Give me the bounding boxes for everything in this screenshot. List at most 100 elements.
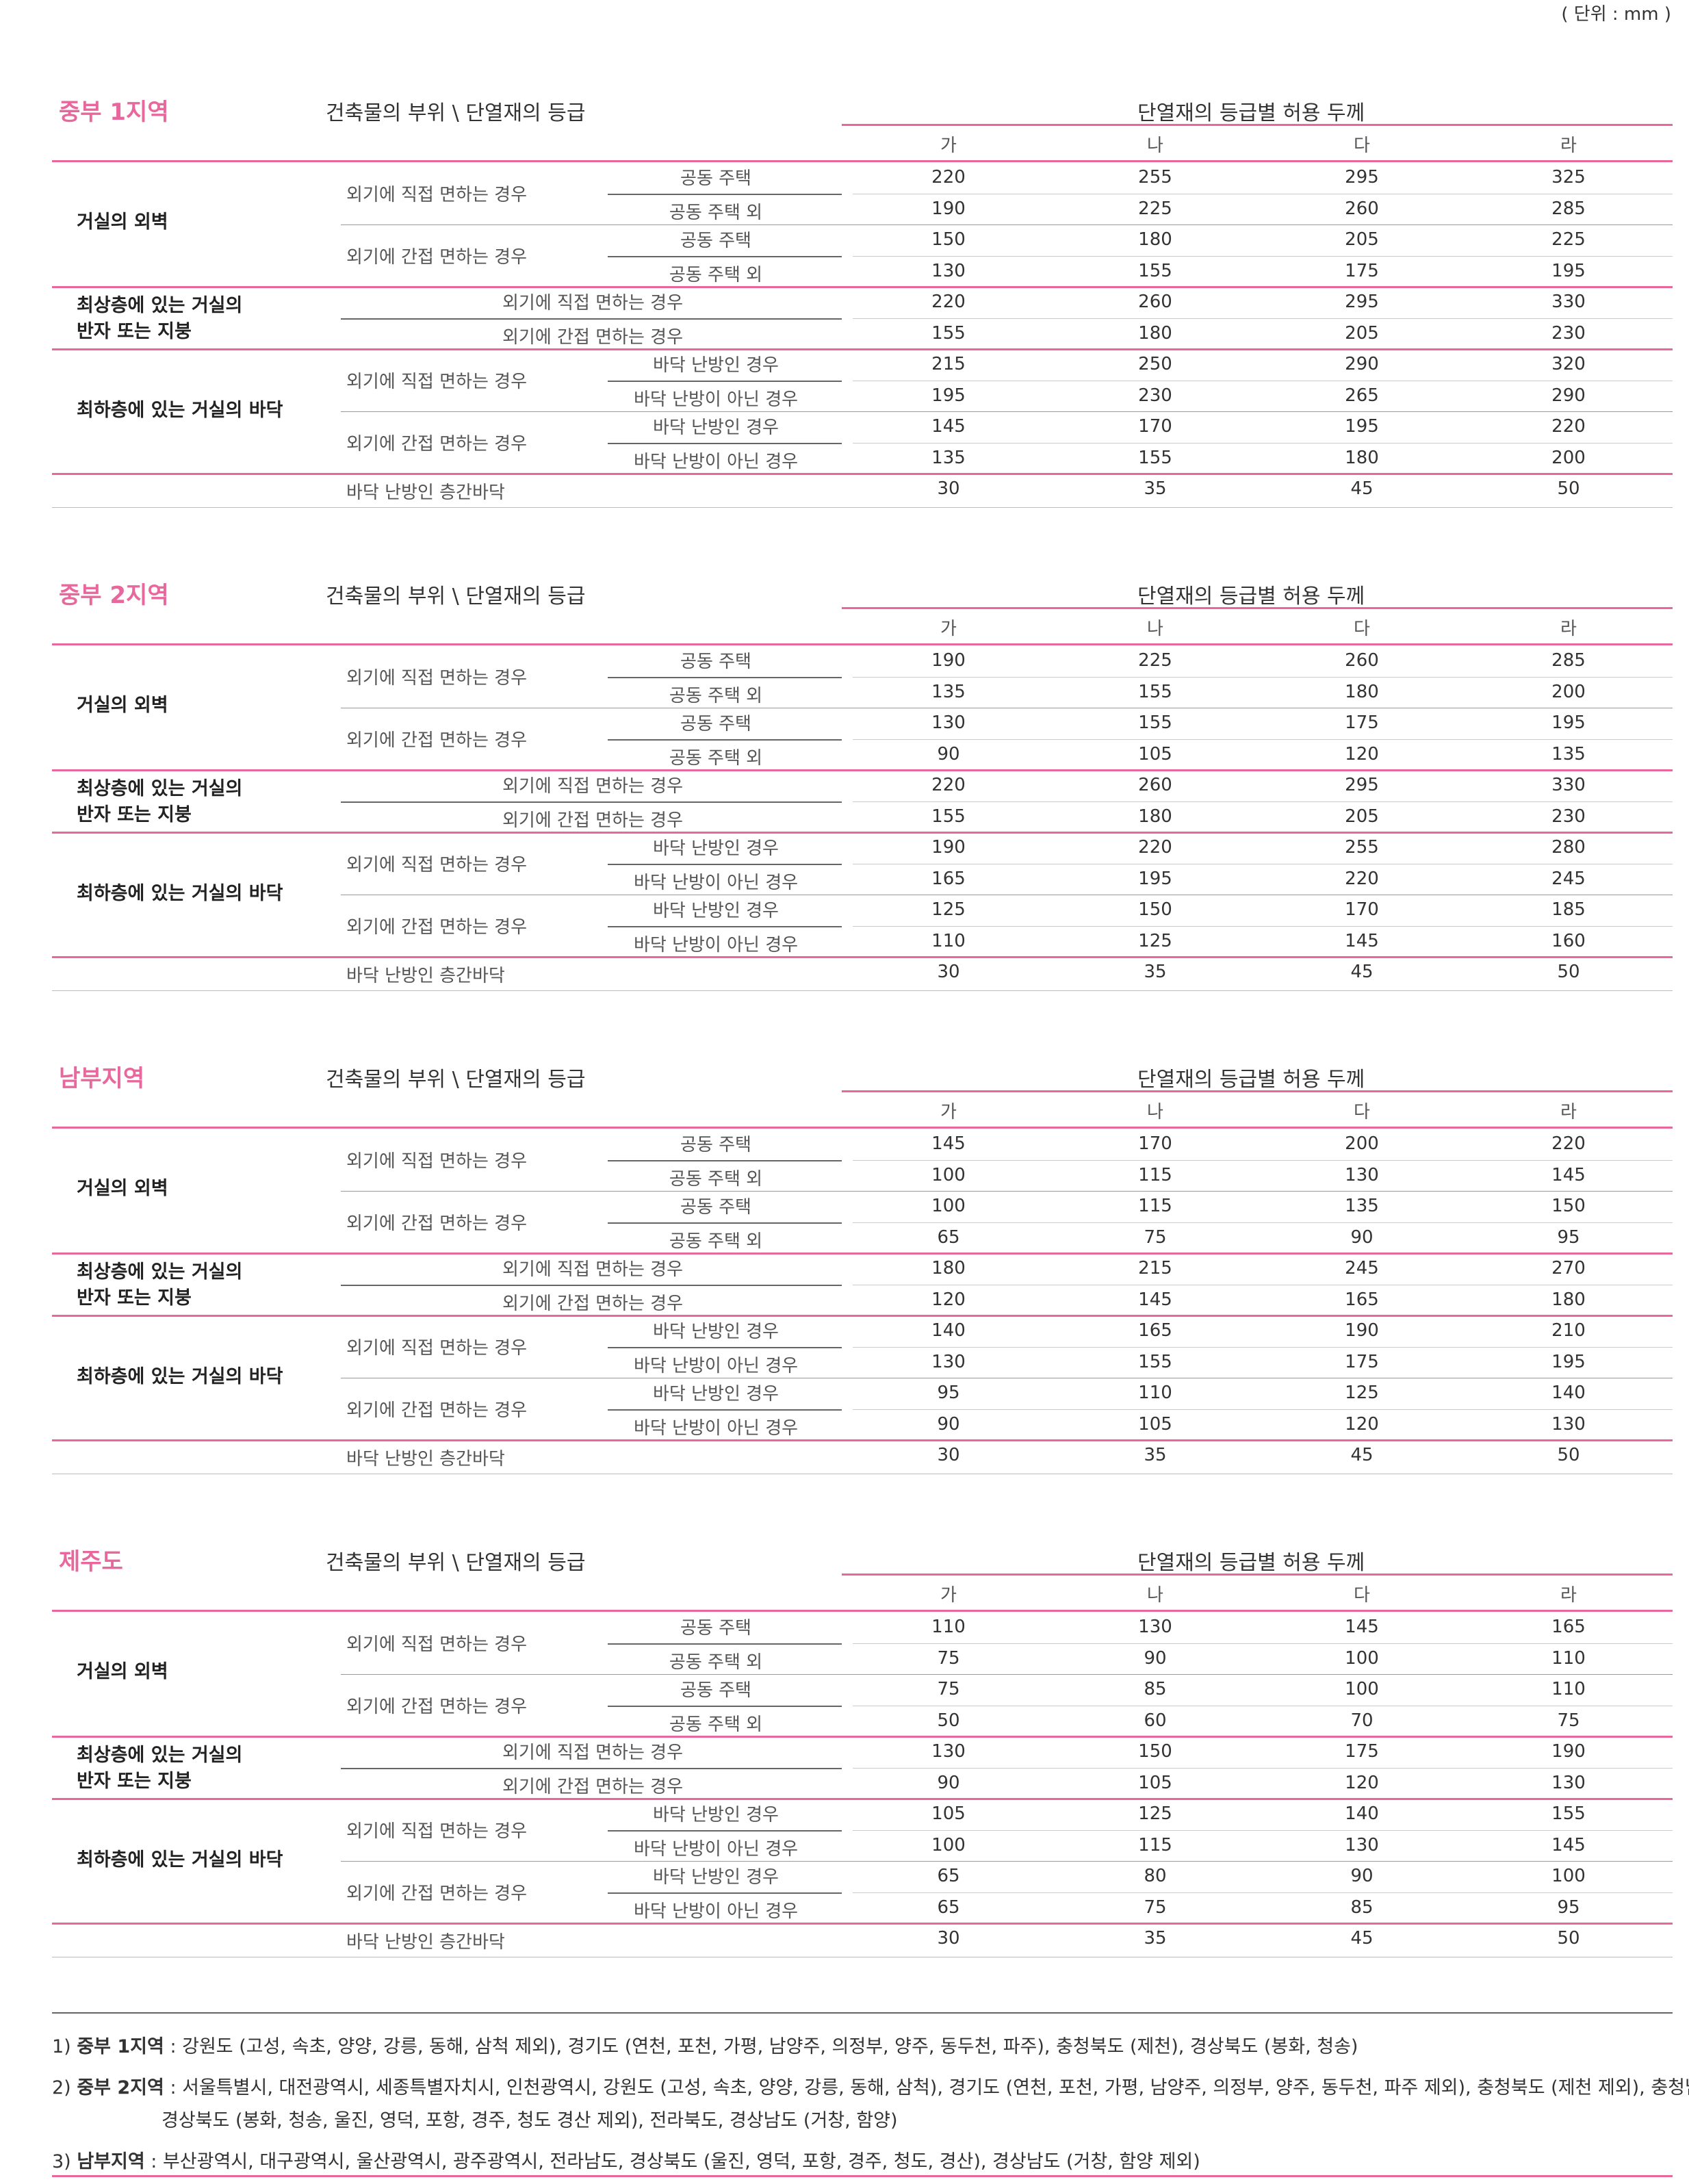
thickness-value: 120 [1345, 1772, 1379, 1793]
thickness-value: 85 [1350, 1897, 1374, 1918]
thickness-value: 75 [1144, 1226, 1167, 1248]
sub-floor-heated: 바닥 난방인 경우 [653, 1805, 779, 1825]
grade-label: 라 [1560, 1102, 1577, 1122]
condition-indirect: 외기에 간접 면하는 경우 [502, 1776, 683, 1797]
table-bottom [52, 990, 1673, 991]
grade-label: 가 [940, 136, 957, 156]
part-label-roof: 최상층에 있는 거실의 [77, 778, 243, 799]
thickness-value: 145 [1138, 1289, 1172, 1310]
sub-floor-not-heated: 바닥 난방이 아닌 경우 [633, 1417, 799, 1439]
thickness-value: 160 [1551, 930, 1586, 951]
thickness-value: 145 [1551, 1834, 1586, 1855]
row-divider [853, 676, 1673, 678]
thickness-value: 125 [1138, 1803, 1172, 1824]
part-label-wall: 거실의 외벽 [77, 1660, 168, 1682]
row-divider [853, 1222, 1673, 1223]
thickness-value: 205 [1345, 229, 1379, 250]
condition-direct: 외기에 직접 면하는 경우 [502, 293, 683, 313]
sub-apartment: 공동 주택 [680, 231, 751, 251]
thickness-value: 195 [1138, 868, 1172, 889]
row-divider [853, 1346, 1673, 1348]
thickness-value: 30 [937, 1928, 960, 1949]
thickness-value: 165 [1138, 1320, 1172, 1341]
condition-divider [341, 224, 1673, 225]
sub-floor-heated: 바닥 난방인 경우 [653, 838, 779, 859]
roof-divider [341, 1284, 842, 1286]
grade-label: 라 [1560, 136, 1577, 156]
thickness-value: 260 [1345, 650, 1379, 671]
footnote-region: 중부 1지역 [77, 2036, 164, 2057]
sub-floor-not-heated: 바닥 난방이 아닌 경우 [633, 1838, 799, 1860]
condition-indirect: 외기에 간접 면하는 경우 [346, 1400, 527, 1421]
region-table: 중부 1지역 건축물의 부위 \ 단열재의 등급 단열재의 등급별 허용 두께 가 나 다… [52, 60, 1673, 526]
thickness-value: 120 [931, 1289, 966, 1310]
group-divider [52, 1798, 1673, 1800]
thickness-value: 145 [1345, 1617, 1379, 1637]
part-label-floor: 최하층에 있는 거실의 바닥 [77, 399, 283, 421]
thickness-value: 130 [1138, 1617, 1172, 1637]
sub-non-apartment: 공동 주택 외 [669, 685, 763, 706]
sub-non-apartment: 공동 주택 외 [669, 747, 763, 769]
sub-floor-not-heated: 바닥 난방이 아닌 경우 [633, 451, 799, 472]
thickness-value: 30 [937, 962, 960, 982]
group-divider [52, 473, 1673, 475]
sub-apartment: 공동 주택 [680, 168, 751, 189]
thickness-value: 155 [931, 806, 966, 827]
sub-divider [608, 255, 842, 257]
footnote-region: 중부 2지역 [77, 2077, 164, 2098]
unit-label: ( 단위 : mm ) [1561, 4, 1671, 25]
sub-divider [608, 1705, 842, 1707]
thickness-value: 260 [1345, 198, 1379, 219]
thickness-value: 245 [1551, 868, 1586, 889]
grade-label: 가 [940, 619, 957, 639]
roof-divider [341, 801, 842, 803]
thickness-value: 95 [937, 1383, 960, 1403]
sub-divider [608, 380, 842, 382]
thickness-value: 150 [1551, 1196, 1586, 1216]
row-divider [853, 738, 1673, 740]
thickness-value: 140 [1551, 1383, 1586, 1403]
header-divider [842, 1573, 1673, 1576]
thickness-value: 165 [1551, 1617, 1586, 1637]
sub-floor-heated: 바닥 난방인 경우 [653, 1867, 779, 1888]
part-label-wall: 거실의 외벽 [77, 694, 168, 716]
thickness-value: 155 [1138, 712, 1172, 733]
header-thickness: 단열재의 등급별 허용 두께 [1137, 1068, 1365, 1092]
thickness-value: 220 [931, 167, 966, 188]
row-divider [853, 1892, 1673, 1893]
thickness-value: 35 [1144, 478, 1167, 499]
thickness-value: 295 [1345, 292, 1379, 312]
sub-divider [608, 1829, 842, 1832]
sub-divider [608, 1643, 842, 1645]
footnote-text: 경상북도 (봉화, 청송, 울진, 영덕, 포항, 경주, 청도 경산 제외),… [162, 2110, 898, 2131]
thickness-value: 170 [1345, 899, 1379, 920]
thickness-value: 285 [1551, 198, 1586, 219]
thickness-value: 220 [1345, 868, 1379, 889]
thickness-value: 260 [1138, 292, 1172, 312]
footnote-line: 2) 중부 2지역 : 서울특별시, 대전광역시, 세종특별자치시, 인천광역시… [52, 2072, 1689, 2099]
thickness-value: 245 [1345, 1258, 1379, 1279]
row-divider [853, 318, 1673, 319]
region-table: 중부 2지역 건축물의 부위 \ 단열재의 등급 단열재의 등급별 허용 두께 가 나 다… [52, 543, 1673, 1009]
sub-apartment: 공동 주택 [680, 1680, 751, 1701]
thickness-value: 135 [931, 447, 966, 468]
thickness-value: 90 [937, 1413, 960, 1435]
thickness-value: 100 [931, 1834, 966, 1855]
condition-interfloor: 바닥 난방인 층간바닥 [346, 1932, 505, 1953]
header-thickness: 단열재의 등급별 허용 두께 [1137, 101, 1365, 125]
thickness-value: 105 [1138, 743, 1172, 765]
thickness-value: 65 [937, 1226, 960, 1248]
region-title: 중부 1지역 [59, 99, 169, 126]
roof-divider [341, 318, 842, 320]
thickness-value: 105 [1138, 1413, 1172, 1435]
footnote-line: 1) 중부 1지역 : 강원도 (고성, 속초, 양양, 강릉, 동해, 삼척 … [52, 2031, 1358, 2058]
sub-floor-not-heated: 바닥 난방이 아닌 경우 [633, 1355, 799, 1376]
condition-indirect: 외기에 간접 면하는 경우 [346, 1697, 527, 1717]
footnote-text: : 부산광역시, 대구광역시, 울산광역시, 광주광역시, 전라남도, 경상북도… [144, 2151, 1200, 2172]
thickness-value: 100 [931, 1164, 966, 1185]
footnote-number: 3) [52, 2151, 71, 2172]
condition-divider [341, 411, 1673, 412]
thickness-value: 50 [937, 1710, 960, 1731]
thickness-value: 180 [1138, 322, 1172, 344]
thickness-value: 100 [1345, 1647, 1379, 1669]
